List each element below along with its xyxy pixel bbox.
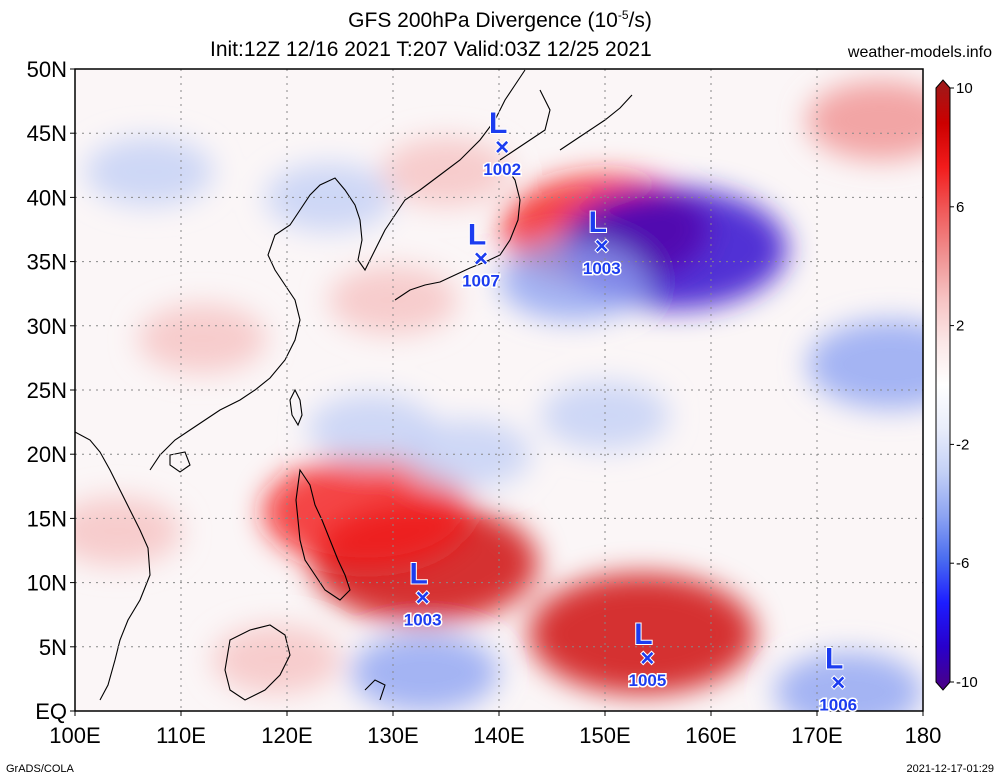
- lat-label: 45N: [27, 121, 67, 146]
- low-pressure-value: 1003: [404, 611, 442, 630]
- coastline-hainan: [169, 451, 191, 473]
- low-marker: ×: [640, 645, 654, 672]
- colorbar: [935, 79, 951, 691]
- lat-label: 40N: [27, 185, 67, 210]
- divergence-area: [806, 80, 923, 161]
- lon-label: 140E: [473, 723, 524, 748]
- title-exponent: -5: [617, 8, 629, 22]
- lon-label: 130E: [367, 723, 418, 748]
- lat-label: 25N: [27, 378, 67, 403]
- lon-label: 180: [905, 723, 942, 748]
- low-symbol: L: [489, 107, 507, 140]
- divergence-area: [350, 632, 499, 711]
- lat-label: 35N: [27, 250, 67, 275]
- coastline-japan: [394, 89, 551, 301]
- site-credit: weather-models.info: [847, 44, 992, 61]
- low-marker: ×: [474, 246, 488, 273]
- low-pressure-value: 1006: [819, 695, 857, 714]
- divergence-area: [807, 319, 923, 410]
- colorbar-label: 2: [956, 318, 964, 335]
- colorbar-label: -6: [956, 555, 969, 572]
- low-pressure-center: L×1005: [627, 617, 668, 692]
- lat-label: 15N: [27, 506, 67, 531]
- lon-label: 100E: [49, 723, 100, 748]
- lat-label: 10N: [27, 571, 67, 596]
- colorbar-label: -2: [956, 436, 969, 453]
- footer-timestamp: 2021-12-17-01:29: [906, 763, 994, 775]
- divergence-area: [262, 456, 471, 568]
- coastline-newguinea: [364, 679, 386, 701]
- low-marker: ×: [495, 134, 509, 161]
- coastline-kamchatka: [559, 94, 633, 151]
- low-symbol: L: [634, 618, 652, 651]
- map-title: GFS 200hPa Divergence (10-5/s): [348, 8, 652, 32]
- lat-label: 50N: [27, 57, 67, 82]
- coastline-asia: [75, 69, 526, 701]
- lon-label: 110E: [156, 723, 206, 748]
- lon-label: 170E: [791, 723, 842, 748]
- low-marker: ×: [416, 585, 430, 612]
- divergence-area: [774, 652, 923, 711]
- low-pressure-value: 1002: [483, 160, 521, 179]
- colorbar-label: -10: [956, 674, 978, 691]
- divergence-area: [540, 381, 670, 451]
- divergence-area: [528, 573, 756, 695]
- divergence-area: [381, 137, 511, 207]
- low-pressure-value: 1005: [628, 671, 666, 690]
- divergence-area: [265, 162, 394, 232]
- coastline-philippines: [295, 468, 351, 601]
- low-pressure-value: 1007: [462, 272, 500, 291]
- low-pressure-center: L×1003: [581, 205, 622, 279]
- lat-label: 20N: [27, 442, 67, 467]
- low-pressure-center: L×1007: [461, 218, 502, 292]
- colorbar-label: 6: [956, 199, 964, 216]
- divergence-area: [137, 304, 267, 374]
- footer-software: GrADS/COLA: [6, 763, 74, 775]
- colorbar-label: 10: [956, 80, 973, 97]
- lat-label: 5N: [39, 635, 67, 660]
- low-symbol: L: [589, 206, 607, 239]
- low-symbol: L: [410, 558, 428, 591]
- lon-label: 150E: [579, 723, 630, 748]
- divergence-area: [84, 137, 214, 207]
- low-pressure-center: L×1003: [402, 557, 443, 632]
- divergence-area: [307, 394, 437, 464]
- low-symbol: L: [825, 642, 843, 675]
- coastline-taiwan: [289, 388, 303, 427]
- map-subtitle: Init:12Z 12/16 2021 T:207 Valid:03Z 12/2…: [210, 38, 652, 61]
- low-pressure-value: 1003: [583, 259, 621, 278]
- lon-label: 120E: [261, 723, 312, 748]
- low-marker: ×: [831, 669, 845, 696]
- low-pressure-center: L×1002: [482, 106, 523, 181]
- lat-label: EQ: [35, 699, 67, 724]
- low-symbol: L: [468, 219, 486, 252]
- coastline-borneo: [224, 624, 291, 701]
- divergence-area: [499, 241, 648, 321]
- lon-label: 160E: [685, 723, 736, 748]
- lat-label: 30N: [27, 314, 67, 339]
- low-pressure-center: L×1006: [818, 641, 859, 716]
- low-marker: ×: [595, 233, 609, 260]
- divergence-area: [212, 625, 341, 695]
- divergence-area: [75, 496, 182, 566]
